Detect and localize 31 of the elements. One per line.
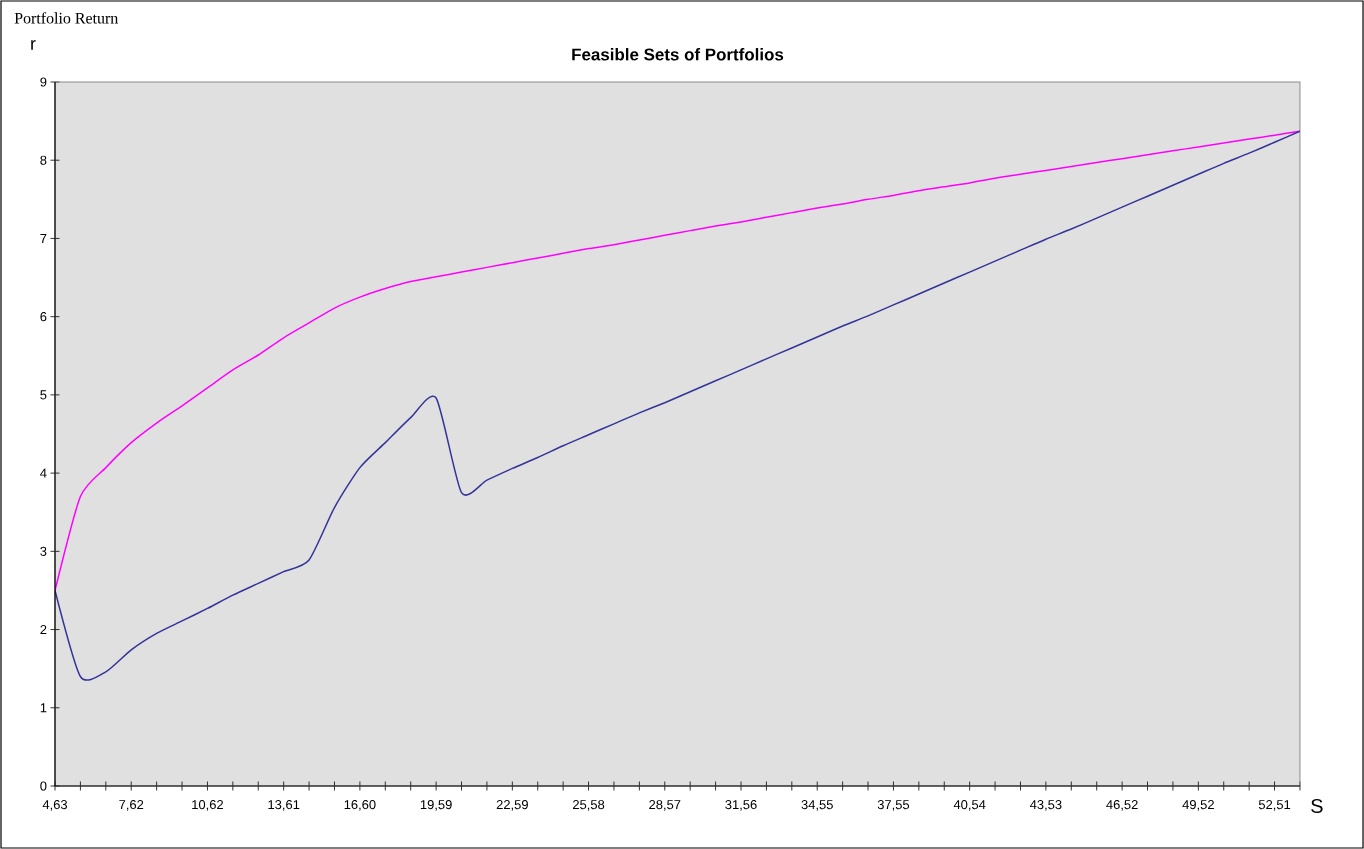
y-tick-label: 5	[40, 390, 47, 400]
x-tick-label: 7,62	[119, 800, 144, 811]
y-tick-label: 3	[40, 546, 47, 556]
text: Portfolio Return	[14, 12, 119, 24]
chart-title: Feasible Sets of Portfolios	[572, 48, 784, 61]
y-tick-label: 1	[40, 703, 47, 713]
y-tick-label: 4	[40, 468, 47, 478]
x-axis-title: S	[1311, 798, 1323, 814]
x-tick-label: 4,63	[42, 800, 68, 811]
x-tick-label: 46,52	[1106, 800, 1138, 811]
x-tick-label: 34,55	[801, 800, 833, 811]
x-tick-label: 49,52	[1182, 800, 1214, 811]
x-tick-label: 10,62	[192, 800, 223, 811]
x-tick-label: 19,59	[420, 800, 452, 811]
y-tick-label: 7	[40, 233, 47, 243]
x-tick-label: 13,61	[268, 800, 300, 811]
x-tick-label: 25,58	[573, 800, 605, 811]
y-tick-label: 6	[40, 312, 47, 322]
x-tick-label: 31,56	[725, 800, 757, 811]
y-tick-label: 2	[40, 625, 47, 635]
x-tick-label: 43,53	[1029, 800, 1062, 811]
y-tick-label: 8	[40, 155, 47, 165]
x-tick-label: 28,57	[649, 800, 681, 811]
y-axis-title: r	[31, 40, 36, 50]
x-tick-label: 37,55	[877, 800, 910, 811]
x-tick-label: 16,60	[344, 800, 376, 811]
y-tick-label: 0	[40, 781, 47, 791]
x-tick-label: 22,59	[496, 800, 528, 811]
x-tick-label: 40,54	[953, 800, 986, 811]
y-tick-label: 9	[40, 77, 47, 87]
x-tick-label: 52,51	[1258, 800, 1291, 811]
